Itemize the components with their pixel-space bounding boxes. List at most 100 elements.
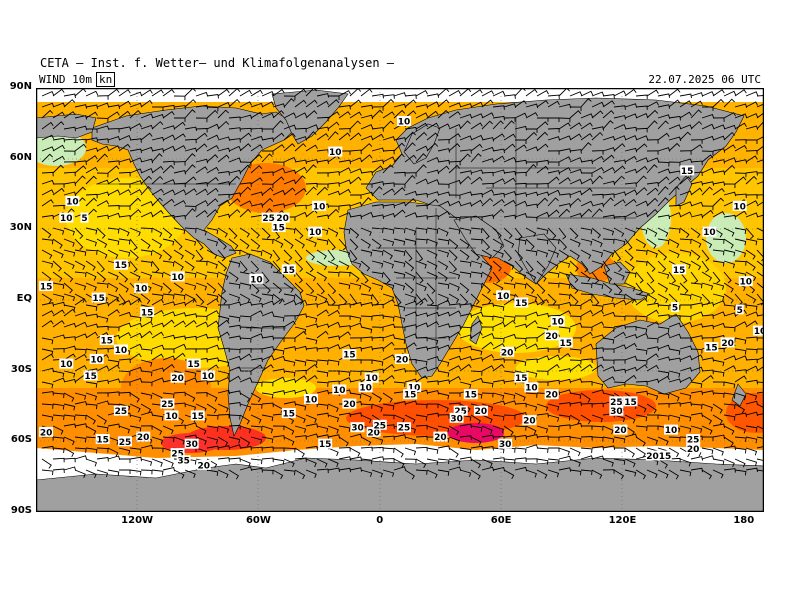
wind-barb <box>140 99 153 108</box>
wind-barb <box>118 89 131 97</box>
wind-barb <box>657 260 667 273</box>
isotach-label-text: 5 <box>737 306 743 316</box>
wind-barb <box>162 311 176 317</box>
wind-barb <box>118 100 131 108</box>
wind-barb <box>371 165 384 174</box>
isotach-label-bg <box>200 370 215 381</box>
lat-label: 90N <box>9 81 32 92</box>
wind-barb <box>580 208 593 218</box>
wind-barb <box>525 370 538 378</box>
isotach-label-text: 30 <box>351 424 364 434</box>
wind-barb <box>514 112 528 119</box>
wind-barb <box>294 187 307 196</box>
wind-barb <box>140 359 153 367</box>
wind-barb <box>591 260 604 269</box>
map-frame <box>36 88 764 512</box>
wind-barb <box>239 392 251 403</box>
wind-barb <box>52 447 65 454</box>
wind-barb <box>492 105 505 110</box>
wind-barb <box>470 238 483 244</box>
wind-barb <box>569 238 581 248</box>
wind-barb <box>646 353 659 361</box>
wind-barb <box>756 227 764 233</box>
wind-barb <box>481 425 493 435</box>
wind-barb <box>151 309 164 317</box>
wind-barb <box>382 447 395 453</box>
wind-barb <box>701 436 714 442</box>
wind-barb <box>514 88 526 97</box>
wind-barb <box>712 322 726 328</box>
wind-barb <box>690 323 704 328</box>
wind-barb <box>591 227 602 239</box>
wind-barb <box>481 365 494 372</box>
wind-barb <box>624 374 637 383</box>
wind-barb <box>448 458 461 466</box>
wind-barb <box>96 117 109 123</box>
wind-barb <box>382 354 396 361</box>
wind-barb <box>481 90 494 97</box>
wind-barb <box>272 132 285 141</box>
wind-barb <box>426 238 438 247</box>
wind-barb <box>382 249 393 260</box>
isotach-label-text: 10 <box>202 372 215 382</box>
wind-barb <box>591 155 604 163</box>
isotach-label-text: 10 <box>497 292 510 302</box>
wind-barb <box>591 309 604 317</box>
wind-barb <box>426 337 439 345</box>
wind-barb <box>415 458 427 469</box>
wind-barb <box>481 458 493 468</box>
wind-barb <box>327 182 340 187</box>
isotach-label-bg <box>186 358 201 369</box>
wind-barb <box>580 309 593 317</box>
wind-barb <box>382 188 395 196</box>
wind-barb <box>283 187 296 196</box>
wind-barb <box>668 142 681 152</box>
isotach-label-text: 20 <box>343 400 356 410</box>
wind-barb <box>305 315 318 323</box>
wind-barb <box>481 302 494 308</box>
wind-barb <box>41 337 54 345</box>
wind-barb <box>338 447 351 452</box>
wind-barb <box>129 189 142 196</box>
wind-barb <box>371 436 384 445</box>
wind-barb <box>393 187 406 196</box>
wind-barb <box>118 215 131 220</box>
wind-barb <box>206 123 220 130</box>
wind-barb <box>338 104 351 110</box>
wind-barb <box>404 260 415 272</box>
wind-barb <box>448 160 461 166</box>
wind-barb <box>316 238 329 245</box>
wind-barb <box>679 321 693 328</box>
wind-barb <box>426 458 439 466</box>
wind-barb <box>349 132 362 141</box>
wind-barb <box>129 332 143 339</box>
wind-barb <box>591 193 604 199</box>
wind-barb <box>349 238 359 251</box>
wind-barb <box>96 138 109 143</box>
wind-barb <box>239 238 250 249</box>
wind-barb <box>668 204 681 210</box>
isotach-label-bg <box>328 146 343 157</box>
wind-barb <box>129 456 142 462</box>
wind-barb <box>547 414 560 422</box>
wind-barb <box>261 249 273 259</box>
isotach-label-bg <box>433 431 448 442</box>
wind-barb <box>624 113 638 119</box>
wind-barb <box>580 142 592 152</box>
wind-barb <box>723 293 734 304</box>
wind-barb <box>481 445 494 451</box>
wind-barb <box>129 414 142 422</box>
wind-barb <box>635 297 648 306</box>
wind-barb <box>492 90 506 97</box>
wind-barb <box>745 249 756 260</box>
wind-barb <box>536 458 549 465</box>
wind-barb <box>52 293 65 301</box>
wind-barb <box>481 120 493 130</box>
wind-barb <box>404 212 418 218</box>
wind-barb <box>63 238 75 247</box>
wind-barb <box>250 177 263 185</box>
wind-barb <box>624 298 637 306</box>
wind-barb <box>272 458 285 465</box>
wind-barb <box>580 364 593 372</box>
wind-barb <box>745 227 755 240</box>
